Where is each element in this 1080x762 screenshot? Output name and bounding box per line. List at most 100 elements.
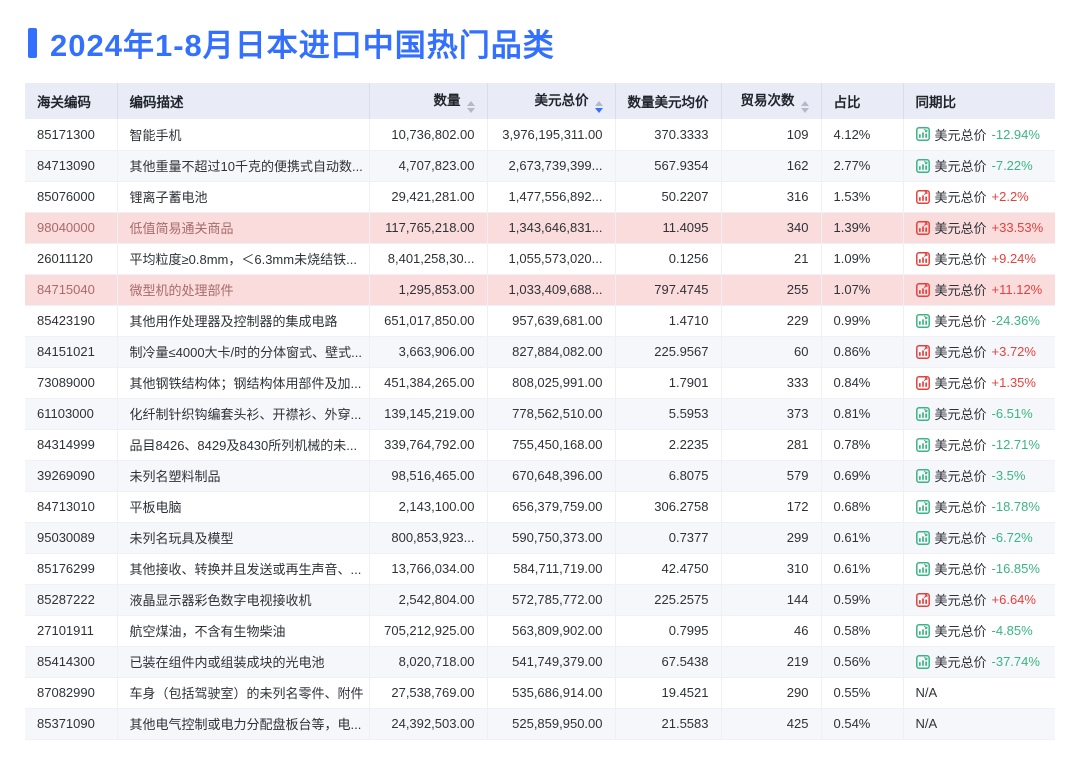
sort-icon[interactable] bbox=[800, 101, 809, 113]
cell-description: 其他接收、转换并且发送或再生声音、... bbox=[117, 553, 370, 585]
cell-description: 微型机的处理部件 bbox=[117, 274, 370, 306]
yoy-indicator: 美元总价 -18.78% bbox=[915, 497, 1044, 516]
cell-usd-total: 656,379,759.00 bbox=[487, 491, 616, 523]
cell-avg-usd-price: 0.1256 bbox=[615, 243, 722, 275]
cell-customs-code: 84713090 bbox=[25, 150, 118, 182]
table-row: 84715040 微型机的处理部件 1,295,853.00 1,033,409… bbox=[25, 274, 1055, 306]
table-row: 39269090 未列名塑料制品 98,516,465.00 670,648,3… bbox=[25, 460, 1055, 492]
table-row: 27101911 航空煤油，不含有生物柴油 705,212,925.00 563… bbox=[25, 615, 1055, 647]
table-row: 84314999 品目8426、8429及8430所列机械的未... 339,7… bbox=[25, 429, 1055, 461]
cell-customs-code: 27101911 bbox=[25, 615, 118, 647]
cell-trade-count: 373 bbox=[721, 398, 822, 430]
cell-quantity: 117,765,218.00 bbox=[369, 212, 488, 244]
yoy-metric-label: 美元总价 bbox=[934, 159, 987, 174]
cell-trade-count: 219 bbox=[721, 646, 822, 678]
col-header-yoy: 同期比 bbox=[903, 83, 1055, 119]
table-row: 87082990 车身（包括驾驶室）的未列名零件、附件 27,538,769.0… bbox=[25, 677, 1055, 709]
yoy-metric-label: 美元总价 bbox=[934, 655, 987, 670]
cell-usd-total: 1,055,573,020... bbox=[487, 243, 616, 275]
yoy-percent-value: +3.72% bbox=[991, 344, 1036, 359]
cell-description: 其他重量不超过10千克的便携式自动数... bbox=[117, 150, 370, 182]
cell-yoy: 美元总价 -37.74% bbox=[903, 646, 1055, 678]
cell-customs-code: 26011120 bbox=[25, 243, 118, 275]
cell-avg-usd-price: 370.3333 bbox=[615, 119, 722, 151]
cell-description: 航空煤油，不含有生物柴油 bbox=[117, 615, 370, 647]
sort-icon-active-desc[interactable] bbox=[594, 101, 603, 113]
col-label: 同期比 bbox=[915, 95, 957, 110]
cell-share: 2.77% bbox=[821, 150, 904, 182]
cell-usd-total: 584,711,719.00 bbox=[487, 553, 616, 585]
col-header-quantity[interactable]: 数量 bbox=[369, 83, 488, 119]
col-header-avg-usd-price: 数量美元均价 bbox=[615, 83, 722, 119]
cell-customs-code: 85176299 bbox=[25, 553, 118, 585]
cell-description: 品目8426、8429及8430所列机械的未... bbox=[117, 429, 370, 461]
cell-description: 低值简易通关商品 bbox=[117, 212, 370, 244]
cell-avg-usd-price: 567.9354 bbox=[615, 150, 722, 182]
cell-share: 0.59% bbox=[821, 584, 904, 616]
cell-description: 锂离子蓄电池 bbox=[117, 181, 370, 213]
yoy-indicator: 美元总价 -12.71% bbox=[915, 435, 1044, 454]
table-row: 84713090 其他重量不超过10千克的便携式自动数... 4,707,823… bbox=[25, 150, 1055, 182]
cell-trade-count: 60 bbox=[721, 336, 822, 368]
yoy-percent-value: +11.12% bbox=[991, 282, 1043, 297]
cell-quantity: 1,295,853.00 bbox=[369, 274, 488, 306]
table-row: 61103000 化纤制针织钩编套头衫、开襟衫、外穿... 139,145,21… bbox=[25, 398, 1055, 430]
table-row: 95030089 未列名玩具及模型 800,853,923... 590,750… bbox=[25, 522, 1055, 554]
cell-customs-code: 85171300 bbox=[25, 119, 118, 151]
cell-share: 0.86% bbox=[821, 336, 904, 368]
cell-trade-count: 579 bbox=[721, 460, 822, 492]
col-header-usd-total[interactable]: 美元总价 bbox=[487, 83, 616, 119]
yoy-percent-value: -16.85% bbox=[991, 561, 1040, 576]
yoy-percent-value: -18.78% bbox=[991, 499, 1040, 514]
yoy-metric-label: 美元总价 bbox=[934, 562, 987, 577]
yoy-indicator: 美元总价 +6.64% bbox=[915, 590, 1044, 609]
trend-up-icon bbox=[915, 251, 930, 266]
cell-avg-usd-price: 19.4521 bbox=[615, 677, 722, 709]
cell-yoy: 美元总价 +11.12% bbox=[903, 274, 1055, 306]
cell-quantity: 339,764,792.00 bbox=[369, 429, 488, 461]
table-row: 85076000 锂离子蓄电池 29,421,281.00 1,477,556,… bbox=[25, 181, 1055, 213]
sort-icon[interactable] bbox=[466, 101, 475, 113]
cell-usd-total: 590,750,373.00 bbox=[487, 522, 616, 554]
cell-customs-code: 84715040 bbox=[25, 274, 118, 306]
cell-share: 0.54% bbox=[821, 708, 904, 740]
cell-trade-count: 162 bbox=[721, 150, 822, 182]
cell-usd-total: 2,673,739,399... bbox=[487, 150, 616, 182]
cell-yoy: 美元总价 +3.72% bbox=[903, 336, 1055, 368]
cell-share: 1.53% bbox=[821, 181, 904, 213]
col-label: 数量 bbox=[433, 93, 461, 108]
cell-usd-total: 1,033,409,688... bbox=[487, 274, 616, 306]
cell-trade-count: 46 bbox=[721, 615, 822, 647]
yoy-indicator: 美元总价 -4.85% bbox=[915, 621, 1044, 640]
cell-description: 制冷量≤4000大卡/时的分体窗式、壁式... bbox=[117, 336, 370, 368]
cell-yoy: 美元总价 +6.64% bbox=[903, 584, 1055, 616]
cell-description: 平均粒度≥0.8mm，＜6.3mm未烧结铁... bbox=[117, 243, 370, 275]
cell-customs-code: 95030089 bbox=[25, 522, 118, 554]
trend-up-icon bbox=[915, 592, 930, 607]
trend-down-icon bbox=[915, 654, 930, 669]
yoy-indicator: 美元总价 -16.85% bbox=[915, 559, 1044, 578]
cell-usd-total: 572,785,772.00 bbox=[487, 584, 616, 616]
yoy-indicator: 美元总价 +1.35% bbox=[915, 373, 1044, 392]
cell-quantity: 13,766,034.00 bbox=[369, 553, 488, 585]
cell-trade-count: 333 bbox=[721, 367, 822, 399]
cell-yoy: 美元总价 -7.22% bbox=[903, 150, 1055, 182]
col-header-trade-count[interactable]: 贸易次数 bbox=[721, 83, 822, 119]
cell-trade-count: 144 bbox=[721, 584, 822, 616]
cell-trade-count: 310 bbox=[721, 553, 822, 585]
cell-quantity: 451,384,265.00 bbox=[369, 367, 488, 399]
cell-avg-usd-price: 0.7377 bbox=[615, 522, 722, 554]
cell-share: 0.81% bbox=[821, 398, 904, 430]
yoy-percent-value: +33.53% bbox=[991, 220, 1044, 235]
cell-description: 车身（包括驾驶室）的未列名零件、附件 bbox=[117, 677, 370, 709]
cell-avg-usd-price: 797.4745 bbox=[615, 274, 722, 306]
cell-trade-count: 255 bbox=[721, 274, 822, 306]
cell-share: 0.69% bbox=[821, 460, 904, 492]
cell-quantity: 139,145,219.00 bbox=[369, 398, 488, 430]
trend-up-icon bbox=[915, 220, 930, 235]
yoy-percent-value: +9.24% bbox=[991, 251, 1036, 266]
cell-avg-usd-price: 1.4710 bbox=[615, 305, 722, 337]
cell-description: 平板电脑 bbox=[117, 491, 370, 523]
yoy-metric-label: 美元总价 bbox=[934, 252, 987, 267]
